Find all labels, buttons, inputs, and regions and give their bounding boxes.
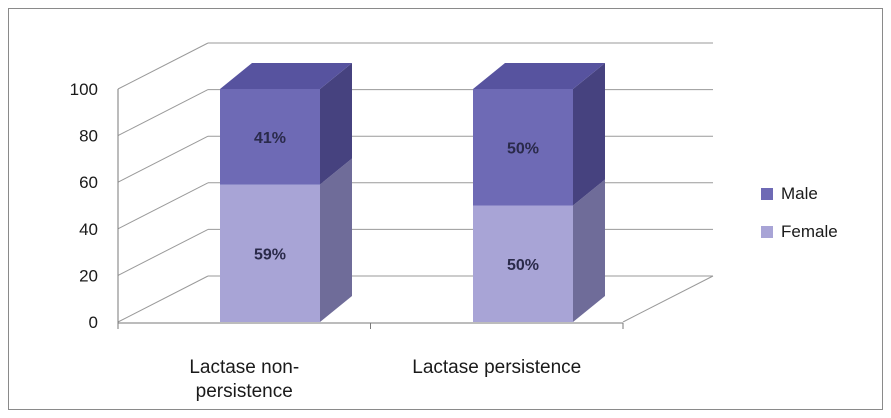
y-tick-label: 80 xyxy=(79,127,98,146)
y-tick-label: 100 xyxy=(70,80,98,99)
gridline-diagonal xyxy=(117,228,209,276)
legend-label: Female xyxy=(781,222,838,241)
chart-frame: 0 20 40 60 80 100 59% 41% Lactase non-persistenc… xyxy=(8,8,883,410)
category-label: persistence xyxy=(196,381,293,402)
data-label-female: 59% xyxy=(254,246,286,263)
gridline-diagonal xyxy=(117,182,209,230)
gridline-diagonal xyxy=(117,135,209,183)
data-label-male: 41% xyxy=(254,130,286,147)
bar-female-front xyxy=(473,205,573,322)
gridline-diagonal xyxy=(117,89,209,137)
y-tick-label: 40 xyxy=(79,220,98,239)
y-tick-label: 20 xyxy=(79,266,98,285)
floor-left-edge xyxy=(117,275,209,323)
bar-top-face xyxy=(473,63,605,89)
bar-female-side xyxy=(573,179,605,322)
bar-male-front xyxy=(220,89,320,185)
bar-top-face xyxy=(220,63,352,89)
data-label-male: 50% xyxy=(507,140,539,157)
legend-swatch xyxy=(761,188,773,200)
bar-female-front xyxy=(220,184,320,322)
y-tick-label: 0 xyxy=(89,313,98,332)
data-label-female: 50% xyxy=(507,257,539,274)
stacked-bar-chart: 0 20 40 60 80 100 59% 41% Lactase non-persistenc… xyxy=(70,42,838,402)
category-label: Lactase persistence xyxy=(412,357,581,378)
bar-male-side xyxy=(573,63,605,206)
legend-swatch xyxy=(761,226,773,238)
bar-female-side xyxy=(320,158,352,322)
bar-male-side xyxy=(320,63,352,185)
gridline-diagonal xyxy=(117,42,209,90)
category-label: Lactase non- xyxy=(189,357,299,378)
floor-right-edge xyxy=(622,275,714,323)
legend-label: Male xyxy=(781,184,818,203)
y-tick-label: 60 xyxy=(79,173,98,192)
bar-male-front xyxy=(473,89,573,206)
